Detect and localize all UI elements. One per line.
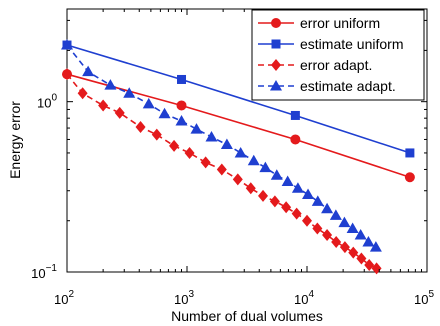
legend: error uniform estimate uniform error adapt…: [251, 9, 425, 101]
legend-box: [251, 9, 425, 101]
data-point: [291, 207, 302, 220]
data-point: [321, 202, 334, 214]
data-point: [258, 189, 269, 202]
data-point: [245, 182, 256, 195]
data-point: [269, 195, 280, 208]
data-point: [302, 188, 315, 200]
data-point: [135, 121, 146, 134]
data-point: [290, 134, 301, 145]
x-tick-label: 105: [414, 289, 434, 307]
data-point: [364, 258, 375, 271]
legend-label: estimate uniform: [300, 36, 403, 52]
legend-label: error adapt.: [300, 57, 372, 73]
data-point: [331, 236, 342, 249]
data-point: [302, 214, 312, 227]
data-point: [339, 241, 350, 254]
data-point: [190, 123, 203, 134]
data-point: [169, 139, 180, 152]
series-3: [62, 68, 382, 275]
data-point: [62, 68, 72, 81]
data-point: [220, 138, 233, 150]
data-point: [142, 97, 155, 109]
data-point: [290, 110, 300, 120]
data-point: [82, 65, 95, 77]
data-point: [158, 107, 171, 119]
series-line: [66, 73, 411, 178]
data-point: [356, 252, 367, 265]
data-point: [348, 246, 359, 259]
data-point: [291, 182, 304, 193]
series-4: [61, 39, 382, 252]
chart-marks: [61, 39, 415, 275]
x-tick-label: 104: [294, 289, 314, 307]
data-point: [322, 228, 333, 241]
legend-marker: [271, 59, 281, 71]
data-point: [338, 216, 351, 228]
data-point: [77, 87, 88, 100]
data-point: [405, 148, 415, 158]
legend-label: error uniform: [300, 15, 380, 31]
data-point: [247, 154, 260, 166]
y-tick-label: 10−1: [31, 263, 57, 281]
x-axis-label: Number of dual volumes: [171, 308, 323, 324]
data-point: [362, 236, 375, 247]
data-point: [184, 146, 195, 159]
data-point: [200, 156, 211, 169]
data-point: [205, 131, 218, 142]
data-point: [176, 100, 187, 111]
legend-marker: [271, 39, 281, 49]
y-axis-label: Energy error: [7, 101, 23, 179]
legend-marker: [270, 80, 282, 91]
x-tick-label: 102: [54, 289, 74, 307]
series-line: [66, 44, 411, 154]
y-tick-label: 100: [37, 93, 57, 111]
data-point: [61, 39, 73, 50]
x-tick-label: 103: [174, 289, 194, 307]
data-point: [369, 241, 382, 252]
data-point: [98, 99, 109, 112]
data-point: [216, 163, 227, 176]
data-point: [329, 209, 342, 220]
data-point: [151, 128, 162, 141]
legend-marker: [271, 18, 281, 28]
data-point: [123, 87, 136, 98]
data-point: [114, 106, 125, 119]
data-point: [311, 195, 324, 206]
data-point: [232, 173, 243, 186]
data-point: [177, 74, 187, 84]
data-point: [234, 146, 247, 158]
data-point: [270, 169, 283, 180]
data-point: [259, 161, 272, 173]
data-point: [312, 222, 323, 235]
legend-label: estimate adapt.: [300, 78, 396, 94]
data-point: [404, 172, 415, 183]
data-point: [175, 115, 188, 126]
data-point: [281, 175, 294, 186]
data-point: [104, 79, 117, 90]
data-point: [281, 201, 292, 214]
data-point: [354, 228, 367, 240]
data-point: [346, 222, 359, 234]
